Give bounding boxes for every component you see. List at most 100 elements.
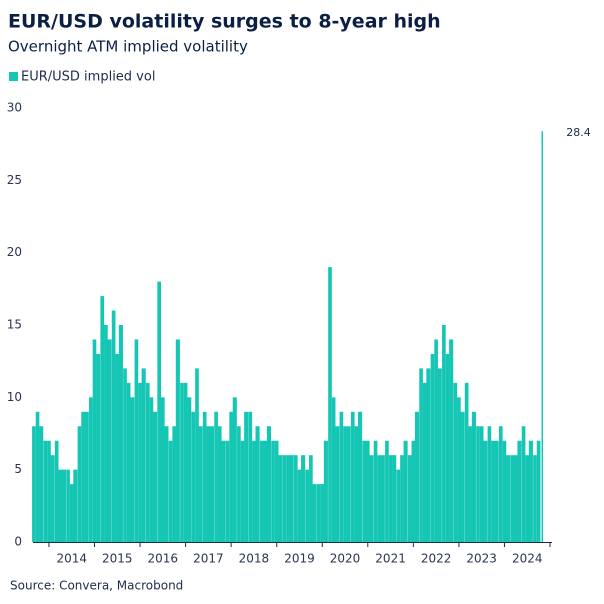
bar	[528, 440, 533, 542]
bar	[419, 368, 423, 542]
bar	[118, 325, 123, 542]
bar	[35, 411, 40, 542]
bar	[274, 440, 279, 542]
bar	[335, 426, 340, 542]
bar	[183, 382, 188, 542]
bar	[521, 426, 526, 542]
bar	[464, 382, 469, 542]
bar	[309, 455, 313, 542]
bar	[134, 339, 139, 542]
bar	[362, 440, 366, 542]
bar	[126, 382, 131, 542]
x-tick-label: 2023	[466, 552, 497, 566]
x-tick-label: 2020	[330, 552, 361, 566]
bar	[286, 455, 290, 542]
bar	[350, 411, 355, 542]
bar	[457, 397, 461, 542]
bar	[73, 469, 78, 542]
bar	[104, 325, 108, 542]
bar	[411, 440, 416, 542]
bar	[191, 411, 196, 542]
bar	[111, 310, 116, 542]
bar	[175, 339, 180, 542]
y-tick-label: 25	[7, 173, 22, 187]
bar	[323, 440, 328, 542]
bar	[502, 440, 507, 542]
bar	[89, 397, 93, 542]
bar	[430, 353, 435, 542]
bar	[369, 455, 374, 542]
bar	[339, 411, 344, 542]
bar	[217, 426, 222, 542]
bar	[442, 325, 446, 542]
y-tick-label: 30	[7, 101, 22, 115]
bar	[289, 455, 294, 542]
bar	[252, 440, 256, 542]
x-tick-label: 2017	[193, 552, 224, 566]
bar	[229, 411, 233, 542]
bar	[263, 440, 268, 542]
bar	[107, 339, 112, 542]
bar	[180, 382, 184, 542]
bar	[153, 411, 158, 542]
bar	[157, 281, 161, 542]
bar	[297, 469, 302, 542]
y-tick-label: 15	[7, 318, 22, 332]
x-tick-label: 2024	[512, 552, 543, 566]
bar	[533, 455, 537, 542]
bar	[354, 426, 359, 542]
bar	[195, 368, 199, 542]
bar	[237, 426, 241, 542]
bar	[43, 440, 48, 542]
x-tick-label: 2016	[148, 552, 179, 566]
bar	[483, 440, 488, 542]
bar	[96, 353, 101, 542]
x-tick-label: 2021	[375, 552, 406, 566]
bar	[164, 426, 169, 542]
bar	[365, 440, 370, 542]
bar	[517, 440, 522, 542]
bar	[388, 455, 393, 542]
bar	[494, 440, 499, 542]
bar	[100, 296, 105, 542]
bar	[403, 440, 408, 542]
y-tick-label: 0	[14, 535, 22, 549]
bar	[294, 455, 298, 542]
x-tick-label: 2014	[56, 552, 87, 566]
bar	[392, 455, 397, 542]
bar	[541, 131, 543, 542]
bar	[130, 397, 135, 542]
x-tick-label: 2022	[421, 552, 452, 566]
bar	[460, 411, 465, 542]
bar	[331, 397, 336, 542]
chart-subtitle: Overnight ATM implied volatility	[8, 38, 248, 56]
y-tick-label: 5	[14, 462, 22, 476]
bar	[491, 440, 495, 542]
bar	[445, 353, 450, 542]
bar	[266, 426, 272, 542]
bar	[145, 382, 150, 542]
legend-swatch	[9, 72, 18, 81]
bar	[244, 411, 249, 542]
bar	[434, 339, 438, 542]
bar	[487, 426, 492, 542]
bar	[240, 440, 245, 542]
bar	[525, 455, 530, 542]
bar	[138, 382, 142, 542]
bar	[471, 411, 476, 542]
bar	[172, 426, 177, 542]
bar	[312, 484, 317, 542]
bar	[123, 368, 127, 542]
bar	[39, 426, 44, 542]
bar	[54, 440, 59, 542]
bar	[232, 397, 237, 542]
bar	[316, 484, 321, 542]
bar	[225, 440, 230, 542]
bar	[479, 426, 484, 542]
bar	[209, 426, 215, 542]
bar	[206, 426, 211, 542]
bar	[449, 339, 454, 542]
bar	[115, 353, 120, 542]
x-tick-label: 2019	[284, 552, 315, 566]
